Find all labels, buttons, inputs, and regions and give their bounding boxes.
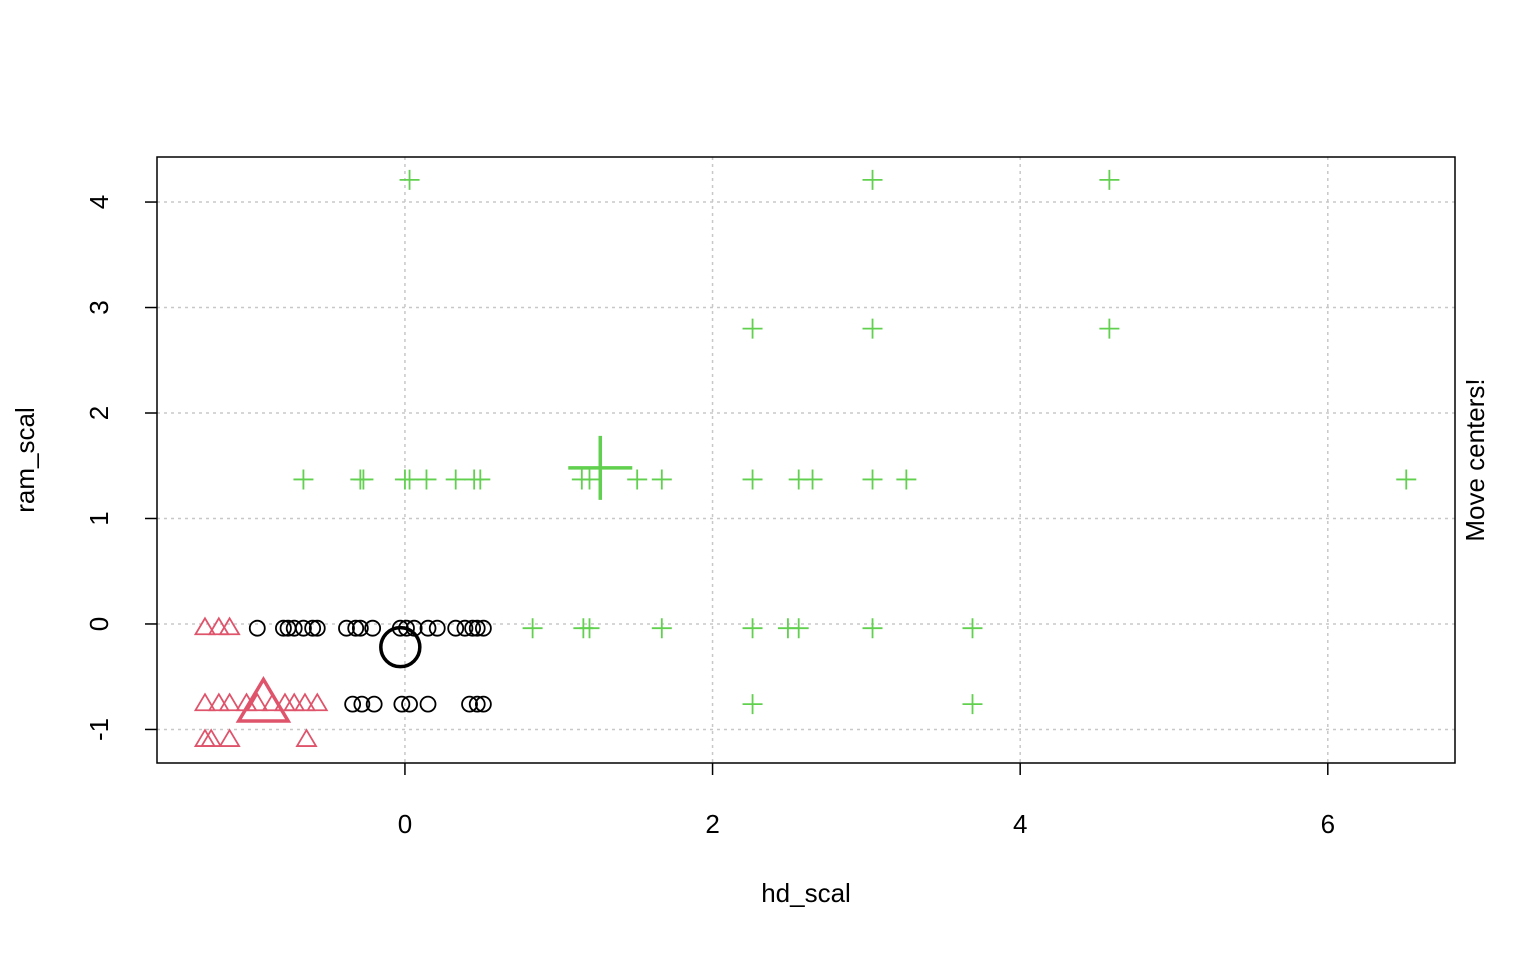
- point: [275, 619, 292, 637]
- cluster-center: [379, 625, 422, 669]
- point: [401, 695, 418, 713]
- point: [295, 619, 312, 637]
- point: [347, 619, 365, 637]
- y-tick-label: 1: [84, 511, 114, 525]
- point: [445, 469, 466, 490]
- y-axis-label: ram_scal: [10, 407, 40, 512]
- point: [464, 619, 482, 637]
- point: [399, 469, 420, 490]
- point: [351, 619, 369, 637]
- point: [353, 695, 371, 713]
- point: [338, 619, 355, 637]
- point: [193, 616, 217, 636]
- point: [353, 469, 374, 490]
- point: [416, 469, 437, 490]
- point: [283, 692, 306, 712]
- x-axis-label: hd_scal: [761, 878, 851, 908]
- point: [193, 692, 217, 712]
- point: [207, 616, 230, 636]
- point: [862, 469, 883, 490]
- point: [742, 318, 763, 339]
- plot-frame: [156, 156, 1456, 764]
- point: [218, 692, 241, 712]
- point: [651, 618, 672, 639]
- y-tick-label: 3: [84, 300, 114, 314]
- x-tick-label: 0: [398, 809, 412, 839]
- point: [627, 469, 648, 490]
- point: [306, 692, 329, 712]
- point: [862, 618, 883, 639]
- point: [364, 619, 382, 637]
- point: [344, 695, 362, 713]
- point: [293, 692, 317, 712]
- point: [419, 695, 437, 713]
- point: [474, 619, 492, 637]
- x-tick-label: 2: [705, 809, 719, 839]
- point: [651, 469, 672, 490]
- point: [962, 694, 983, 715]
- x-tick-label: 4: [1013, 809, 1027, 839]
- point: [1099, 169, 1120, 190]
- point: [246, 692, 269, 712]
- point: [461, 695, 478, 713]
- point: [218, 616, 241, 636]
- cluster-center: [568, 435, 633, 500]
- point: [962, 618, 983, 639]
- point: [304, 619, 322, 637]
- point: [862, 318, 883, 339]
- y-tick-label: 0: [84, 617, 114, 631]
- x-tick-label: 6: [1321, 809, 1335, 839]
- point: [470, 469, 491, 490]
- point: [742, 694, 763, 715]
- y-tick-label: 4: [84, 195, 114, 209]
- point: [468, 695, 486, 713]
- point: [295, 728, 318, 747]
- point: [579, 469, 600, 490]
- point: [393, 695, 411, 713]
- point: [248, 619, 266, 637]
- point: [419, 619, 437, 637]
- point: [1396, 469, 1417, 490]
- cluster-center: [235, 675, 292, 723]
- point: [456, 619, 474, 637]
- y-tick-label: -1: [84, 718, 114, 741]
- point: [1099, 318, 1120, 339]
- point: [742, 618, 763, 639]
- y-tick-label: 2: [84, 406, 114, 420]
- point: [428, 619, 446, 637]
- point: [896, 469, 917, 490]
- point: [742, 469, 763, 490]
- point: [474, 695, 492, 713]
- point: [285, 619, 303, 637]
- point: [200, 728, 223, 747]
- point: [788, 618, 809, 639]
- annotation: Move centers!: [1460, 378, 1490, 541]
- point: [468, 619, 486, 637]
- point: [218, 728, 241, 747]
- point: [862, 169, 883, 190]
- point: [308, 619, 326, 637]
- point: [207, 692, 230, 712]
- point: [579, 618, 600, 639]
- point: [365, 695, 383, 713]
- point: [802, 469, 823, 490]
- point: [293, 469, 314, 490]
- point: [447, 619, 465, 637]
- point: [399, 169, 420, 190]
- point: [522, 618, 543, 639]
